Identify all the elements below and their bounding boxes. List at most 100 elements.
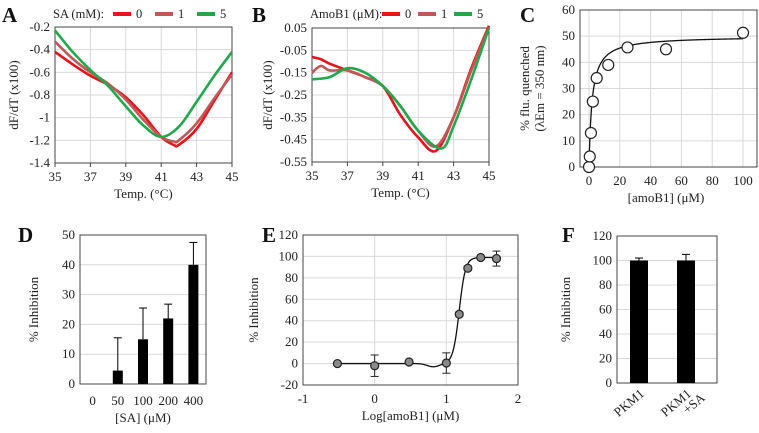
- x-tick-label: 41: [155, 169, 168, 184]
- plot-frame: [54, 26, 233, 164]
- bar: [188, 264, 199, 384]
- series-line-1: [54, 40, 234, 144]
- y-tick-label: 20: [599, 351, 612, 366]
- plot-frame: [311, 27, 490, 163]
- legend-entry: 0: [405, 7, 411, 21]
- x-tick-label: 400: [184, 393, 204, 408]
- y-tick-label: -20: [281, 377, 298, 392]
- series-line-0: [54, 50, 234, 148]
- x-tick-label: 43: [447, 168, 460, 183]
- y-tick-label: 50: [62, 227, 75, 242]
- x-tick-label: 37: [84, 169, 98, 184]
- x-tick-label: 100: [133, 393, 153, 408]
- data-point: [659, 43, 673, 56]
- panel-a: A -0.2 -0.4 -0.6 -0.8 -1 -1.2 -1.435 37 39 41 43 45 d…: [2, 3, 239, 201]
- y-tick-label: 0: [69, 376, 76, 391]
- x-tick-label: -1: [298, 391, 309, 406]
- y-tick-label: 60: [285, 291, 298, 306]
- data-point: [370, 361, 380, 371]
- data-point: [491, 253, 502, 264]
- y-tick-label: 100: [593, 253, 613, 268]
- data-point: [621, 41, 634, 54]
- x-tick-label: 0: [371, 391, 378, 406]
- panel-label: D: [18, 223, 33, 247]
- y-tick-label: 20: [62, 316, 75, 331]
- y-tick-label: 80: [285, 270, 298, 285]
- x-tick-label: 35: [49, 169, 62, 184]
- x-tick-label: 37: [341, 168, 355, 183]
- plot-frame: [579, 9, 758, 168]
- y-tick-label: -0.55: [280, 154, 307, 169]
- y-tick-label: 10: [62, 346, 75, 361]
- series-line-5: [53, 29, 234, 139]
- series-line-5: [311, 27, 491, 150]
- data-point: [463, 263, 473, 273]
- y-tick-label: -1.2: [29, 132, 50, 147]
- y-axis-label: % Inhibition: [246, 277, 261, 343]
- x-tick-label: 50: [111, 393, 124, 408]
- x-tick-label: 80: [706, 173, 719, 188]
- y-tick-label: 0: [606, 375, 613, 390]
- data-point: [441, 358, 451, 368]
- y-tick-label: 40: [562, 54, 575, 69]
- x-tick-label: PKM1+SA: [658, 380, 709, 429]
- panel-f: F 120 100 80 60 40 20 0 % Inhibition PKM1 PKM1+SA: [558, 223, 718, 429]
- fit-curve: [588, 38, 744, 168]
- x-axis-label: Temp. (°C): [371, 185, 429, 200]
- bar: [163, 318, 174, 384]
- y-tick-label: 30: [562, 81, 575, 96]
- x-tick-label: 41: [412, 168, 425, 183]
- plot-frame: [616, 235, 718, 384]
- data-point: [404, 357, 414, 367]
- x-axis-label: Log[amoB1] (μM): [362, 408, 460, 423]
- y-tick-label: 0: [569, 159, 576, 174]
- y-tick-label: -1: [39, 110, 50, 125]
- y-axis-label: % Inhibition: [558, 276, 573, 342]
- x-tick-label: 39: [119, 169, 132, 184]
- y-tick-label: 50: [562, 28, 575, 43]
- x-tick-label: 40: [644, 173, 657, 188]
- y-tick-label: 20: [285, 334, 298, 349]
- y-tick-label: 0: [292, 356, 299, 371]
- y-tick-label: 40: [285, 313, 298, 328]
- y-axis-label: dF/dT (x100): [260, 60, 275, 129]
- y-tick-label: -0.05: [280, 42, 307, 57]
- y-tick-label: 80: [599, 277, 612, 292]
- data-point: [454, 309, 464, 319]
- x-tick-label: 0: [586, 173, 593, 188]
- y-tick-label: -0.2: [29, 19, 50, 34]
- x-tick-label: 45: [483, 168, 496, 183]
- y-tick-label: -0.4: [29, 42, 50, 57]
- x-tick-label: 1: [443, 391, 450, 406]
- x-tick-label: 200: [158, 393, 178, 408]
- x-tick-label: 0: [89, 393, 96, 408]
- legend-title: AmoB1 (μM):: [310, 7, 382, 21]
- data-point: [583, 150, 596, 163]
- x-tick-label: PKM1: [611, 386, 647, 420]
- legend-entry: 1: [178, 7, 184, 21]
- panel-label: B: [252, 3, 266, 27]
- legend-entry: 1: [441, 7, 447, 21]
- y-tick-label: -0.6: [29, 64, 50, 79]
- x-tick-label: 43: [190, 169, 203, 184]
- x-axis-label: [amoB1] (μM): [628, 190, 705, 205]
- x-tick-label: 20: [613, 173, 626, 188]
- y-tick-label: -0.15: [280, 65, 307, 80]
- y-tick-label: 100: [279, 248, 299, 263]
- legend-entry: 0: [136, 7, 142, 21]
- legend-title: SA (mM):: [53, 7, 104, 21]
- y-tick-label: -0.8: [29, 87, 50, 102]
- y-tick-label: -0.25: [280, 87, 307, 102]
- x-axis-label: Temp. (°C): [114, 186, 172, 201]
- y-tick-label: 40: [599, 326, 612, 341]
- y-tick-label: 60: [599, 302, 612, 317]
- y-axis-label-line2: (λEm = 350 nm): [532, 45, 547, 131]
- y-axis-label: % flu. quenched: [517, 46, 532, 131]
- panel-label: C: [520, 3, 535, 27]
- y-tick-label: 40: [62, 257, 75, 272]
- data-point: [584, 126, 598, 140]
